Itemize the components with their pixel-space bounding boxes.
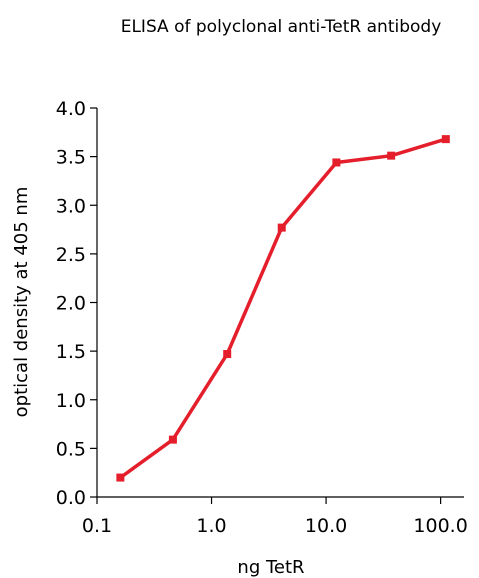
data-point: [441, 135, 450, 144]
axes: [96, 108, 464, 498]
y-tick-label: 0.5: [56, 438, 86, 460]
y-tick-label: 1.5: [56, 341, 86, 363]
data-point: [116, 473, 125, 482]
data-point: [277, 223, 286, 232]
y-tick-label: 2.5: [56, 244, 86, 266]
x-ticks: 0.1 1.0 10.0 100.0: [82, 497, 468, 537]
x-tick-label: 100.0: [413, 515, 467, 537]
y-ticks: 0.0 0.5 1.0 1.5 2.0 2.5 3.0 3.5 4.0: [56, 98, 97, 509]
x-tick-label: 0.1: [82, 515, 112, 537]
y-tick-label: 0.0: [56, 487, 86, 509]
x-axis-label: ng TetR: [237, 557, 304, 578]
x-tick-label: 10.0: [305, 515, 347, 537]
data-point: [168, 435, 177, 444]
chart-title: ELISA of polyclonal anti-TetR antibody: [121, 17, 442, 37]
y-tick-label: 3.0: [56, 195, 86, 217]
x-tick-label: 1.0: [196, 515, 226, 537]
y-tick-label: 1.0: [56, 390, 86, 412]
data-point: [387, 151, 396, 160]
y-tick-label: 2.0: [56, 293, 86, 315]
y-tick-label: 3.5: [56, 147, 86, 169]
series-group: [116, 135, 450, 482]
y-axis-label: optical density at 405 nm: [11, 187, 32, 418]
data-point: [223, 350, 232, 359]
series-line: [118, 137, 448, 480]
y-tick-label: 4.0: [56, 98, 86, 120]
data-point: [332, 158, 341, 167]
